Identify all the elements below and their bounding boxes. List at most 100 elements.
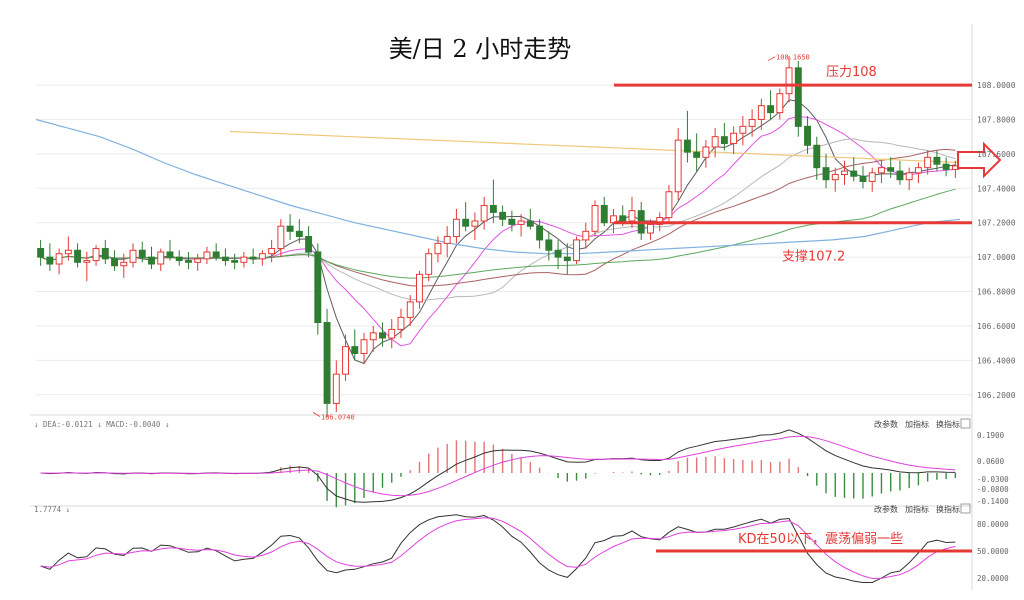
- candle-body: [794, 67, 802, 127]
- candle-body: [785, 67, 793, 95]
- candle-body: [831, 174, 839, 181]
- candle-body: [277, 225, 285, 250]
- candle-body: [101, 248, 109, 260]
- candle-body: [536, 225, 544, 241]
- macd-dea-line: [40, 435, 956, 497]
- annotations: 压力108 支撑107.2 108.1650 106.0740: [312, 54, 1002, 421]
- candle-body: [610, 215, 617, 224]
- price-tick-label: 107.2000: [977, 219, 1016, 228]
- kdj-tick-label: 20.0000: [977, 574, 1009, 583]
- candle-body: [859, 175, 867, 182]
- candle-body: [711, 136, 719, 148]
- candle-body: [46, 256, 54, 265]
- candle-body: [175, 256, 183, 262]
- macd-tick-label: -0.0300: [977, 475, 1009, 484]
- candle-body: [240, 256, 248, 263]
- candlestick-series: [37, 55, 959, 418]
- candle-body: [92, 248, 100, 262]
- candle-body: [563, 256, 571, 262]
- candle-body: [434, 242, 442, 255]
- candle-body: [185, 260, 192, 263]
- candle-body: [305, 235, 313, 253]
- candle-body: [647, 223, 654, 234]
- price-tick-label: 107.4000: [977, 184, 1016, 193]
- long-ma-blue-line: [35, 118, 961, 255]
- candle-body: [369, 332, 377, 341]
- candle-body: [896, 170, 904, 181]
- candle-body: [203, 251, 211, 260]
- candle-body: [480, 205, 488, 222]
- candle-body: [619, 215, 627, 222]
- candle-body: [471, 220, 479, 227]
- ma-line: [40, 116, 956, 347]
- price-tick-label: 108.0000: [977, 81, 1016, 90]
- macd-panel: ↓ DEA:-0.0121 ↓ MACD:-0.0040 ↓ 改参数 加指标 换指标 0…: [34, 418, 1009, 508]
- resistance-label: 压力108: [826, 65, 877, 80]
- price-tick-label: 107.8000: [977, 115, 1016, 124]
- kdj-button-0: 改参数: [874, 504, 898, 514]
- candle-body: [545, 239, 553, 251]
- candle-body: [37, 248, 45, 258]
- macd-close-icon: [960, 418, 971, 429]
- kdj-d-line: [40, 517, 956, 580]
- kdj-panel: 1.7774 ↓ 改参数 加指标 换指标 80.0000 50.0000 20.0000 KD…: [34, 503, 1009, 583]
- candle-body: [526, 220, 534, 227]
- candle-body: [268, 248, 276, 255]
- price-tick-label: 106.2000: [977, 391, 1016, 400]
- candle-body: [323, 322, 331, 404]
- kdj-tick-label: 80.0000: [977, 520, 1009, 529]
- high-marker-label: 108.1650: [776, 54, 810, 62]
- candle-body: [665, 191, 673, 219]
- price-tick-label: 106.6000: [977, 322, 1016, 331]
- candle-body: [351, 346, 359, 354]
- candle-body: [582, 230, 590, 241]
- price-tick-label: 107.0000: [977, 253, 1016, 262]
- moving-average-lines: [35, 99, 961, 365]
- candle-body: [841, 170, 848, 176]
- macd-tick-label: 0.0600: [977, 457, 1005, 466]
- candle-body: [730, 132, 738, 145]
- candle-body: [397, 316, 405, 330]
- candle-body: [702, 146, 710, 158]
- candle-body: [221, 256, 229, 262]
- low-marker-label: 106.0740: [321, 413, 355, 421]
- candle-body: [573, 239, 580, 262]
- candle-body: [554, 249, 562, 258]
- candle-body: [628, 210, 636, 222]
- low-marker-pointer: [312, 412, 321, 417]
- candle-body: [462, 218, 470, 227]
- candle-body: [406, 301, 414, 318]
- candle-body: [887, 167, 895, 172]
- candle-body: [443, 235, 451, 244]
- candle-body: [148, 256, 155, 265]
- high-marker-pointer: [767, 56, 776, 62]
- candle-body: [138, 249, 146, 258]
- candle-body: [517, 220, 525, 225]
- kdj-k-line: [40, 514, 956, 583]
- candle-body: [111, 258, 118, 267]
- macd-diff-line: [40, 429, 956, 503]
- macd-header: ↓ DEA:-0.0121 ↓ MACD:-0.0040 ↓: [34, 420, 169, 429]
- macd-button-0: 改参数: [874, 419, 898, 429]
- candle-body: [258, 253, 266, 260]
- kdj-close-icon: [960, 503, 971, 514]
- grid-lines: [30, 24, 973, 590]
- support-label: 支撑107.2: [782, 250, 845, 265]
- macd-tick-label: -0.0800: [977, 485, 1009, 494]
- ma-line: [40, 99, 956, 365]
- ma-line: [40, 148, 956, 287]
- candle-body: [924, 156, 932, 169]
- candle-body: [332, 373, 340, 404]
- macd-tick-label: 0.1900: [977, 431, 1005, 440]
- macd-button-1: 加指标: [905, 419, 929, 429]
- kdj-annotation: KD在50以下，震荡偏弱一些: [738, 532, 903, 547]
- candle-body: [74, 249, 82, 263]
- candle-body: [767, 105, 775, 114]
- candle-body: [933, 156, 941, 165]
- candle-body: [166, 251, 174, 258]
- candle-body: [850, 170, 858, 177]
- candle-body: [868, 172, 876, 182]
- candle-body: [674, 139, 682, 193]
- candle-body: [776, 93, 784, 114]
